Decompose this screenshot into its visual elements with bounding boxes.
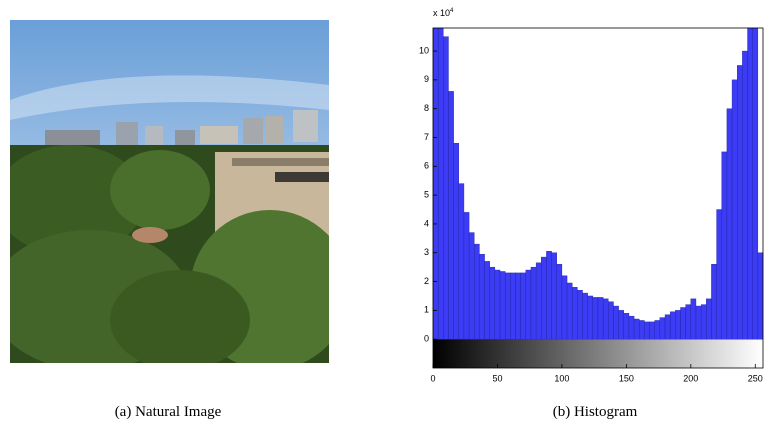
bar bbox=[721, 151, 728, 340]
bar bbox=[556, 264, 563, 340]
y-scale-exponent: 4 bbox=[450, 8, 454, 14]
bar bbox=[644, 321, 650, 340]
bar bbox=[484, 261, 490, 340]
bar bbox=[742, 50, 748, 340]
bar bbox=[654, 320, 661, 340]
bar bbox=[525, 269, 532, 340]
bar bbox=[695, 305, 702, 340]
bar bbox=[706, 298, 712, 340]
x-tick-label: 150 bbox=[619, 373, 634, 383]
y-tick-label: 0 bbox=[424, 334, 429, 344]
bar bbox=[448, 91, 454, 340]
bar bbox=[566, 282, 573, 340]
bar bbox=[675, 310, 681, 340]
bar bbox=[535, 262, 542, 340]
bar bbox=[468, 232, 475, 340]
bar bbox=[680, 307, 686, 340]
bar bbox=[669, 311, 676, 340]
natural-image bbox=[10, 20, 329, 363]
bar bbox=[618, 310, 624, 340]
bar bbox=[520, 272, 527, 340]
bar bbox=[659, 317, 666, 340]
y-scale-base: x 10 bbox=[433, 8, 450, 18]
caption: (b) Histogram bbox=[553, 404, 638, 420]
bar bbox=[572, 287, 578, 340]
bar bbox=[685, 304, 692, 340]
bar bbox=[577, 290, 583, 340]
bar bbox=[731, 79, 738, 340]
axes-frame bbox=[432, 27, 764, 369]
bar bbox=[458, 183, 465, 340]
bar bbox=[504, 272, 511, 340]
bar bbox=[551, 252, 557, 340]
x-tick-label: 250 bbox=[748, 373, 763, 383]
bar bbox=[747, 27, 753, 340]
bar bbox=[700, 304, 707, 340]
y-scale-label: x 104 bbox=[433, 8, 454, 19]
bar bbox=[716, 209, 722, 340]
histogram bbox=[432, 27, 764, 369]
bar bbox=[664, 314, 671, 340]
y-tick-label: 4 bbox=[424, 218, 429, 228]
bar bbox=[649, 321, 655, 340]
y-tick-label: 9 bbox=[424, 74, 429, 84]
bar bbox=[613, 305, 619, 340]
bar bbox=[453, 143, 459, 340]
bar bbox=[489, 266, 496, 340]
bar bbox=[628, 315, 635, 340]
bar bbox=[463, 212, 470, 340]
bar bbox=[474, 243, 480, 340]
bar bbox=[726, 108, 733, 340]
y-tick-label: 8 bbox=[424, 103, 429, 113]
y-tick-label: 10 bbox=[419, 45, 429, 55]
bar bbox=[639, 320, 645, 340]
bar bbox=[530, 266, 537, 340]
x-tick-label: 0 bbox=[430, 373, 435, 383]
y-tick-label: 6 bbox=[424, 161, 429, 171]
bar bbox=[546, 251, 552, 340]
x-tick-label: 200 bbox=[683, 373, 698, 383]
bar bbox=[582, 292, 588, 340]
bar bbox=[494, 269, 501, 340]
bar bbox=[499, 271, 506, 340]
y-tick-label: 1 bbox=[424, 305, 429, 315]
y-tick-label: 2 bbox=[424, 276, 429, 286]
x-tick-label: 50 bbox=[492, 373, 502, 383]
bar bbox=[541, 256, 547, 340]
bar bbox=[561, 275, 568, 340]
bar bbox=[592, 297, 599, 340]
bar bbox=[737, 65, 743, 340]
bar bbox=[437, 27, 444, 340]
bar bbox=[587, 295, 594, 340]
bar bbox=[515, 272, 521, 340]
bar bbox=[597, 297, 604, 340]
bar bbox=[752, 27, 759, 340]
bar bbox=[711, 264, 717, 340]
bar bbox=[690, 298, 697, 340]
bar bbox=[623, 313, 630, 340]
y-tick-label: 3 bbox=[424, 247, 429, 257]
caption: (a) Natural Image bbox=[115, 404, 222, 420]
x-tick-label: 100 bbox=[554, 373, 569, 383]
bar bbox=[633, 318, 640, 340]
bar bbox=[479, 253, 485, 340]
bar bbox=[443, 36, 449, 340]
bar bbox=[602, 298, 609, 340]
grayscale-bar bbox=[433, 339, 763, 368]
y-tick-label: 7 bbox=[424, 132, 429, 142]
y-tick-label: 5 bbox=[424, 189, 429, 199]
bar bbox=[510, 272, 516, 340]
bar bbox=[757, 252, 764, 340]
bar bbox=[608, 301, 614, 340]
bar bbox=[432, 27, 439, 340]
